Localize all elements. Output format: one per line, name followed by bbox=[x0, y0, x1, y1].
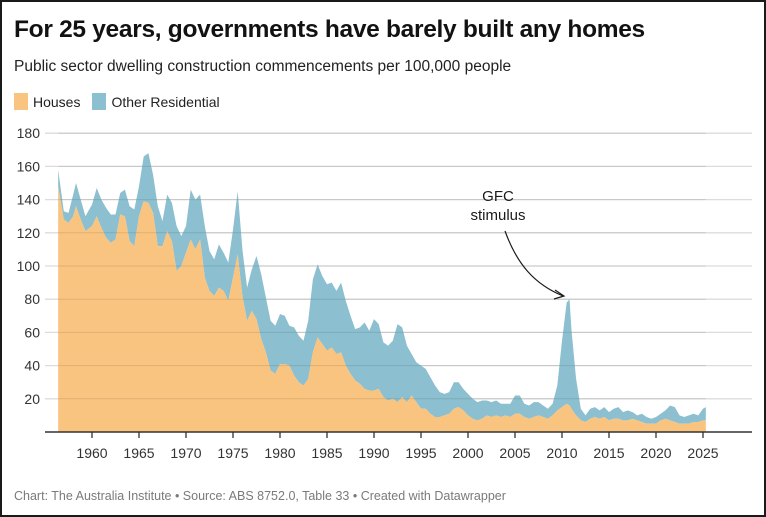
area-chart: 20 40 60 80 100 120 140 160 180 1960 1965 1970 1975 1… bbox=[17, 125, 752, 461]
y-tick-label: 140 bbox=[17, 192, 41, 208]
annotation-text-line2: stimulus bbox=[470, 207, 525, 224]
x-tick-label: 1960 bbox=[76, 445, 107, 461]
annotation-text-line1: GFC bbox=[482, 188, 514, 205]
x-tick-label: 2005 bbox=[499, 445, 530, 461]
chart-subtitle: Public sector dwelling construction comm… bbox=[14, 58, 512, 75]
legend: Houses Other Residential bbox=[14, 93, 224, 110]
x-tick-label: 2010 bbox=[546, 445, 577, 461]
y-tick-label: 100 bbox=[17, 258, 41, 274]
area-houses bbox=[58, 186, 706, 432]
legend-item-other-residential: Other Residential bbox=[92, 93, 220, 110]
legend-label-other-residential: Other Residential bbox=[111, 93, 220, 110]
x-tick-label: 2000 bbox=[452, 445, 483, 461]
legend-item-houses: Houses bbox=[14, 93, 80, 110]
annotation-arrow bbox=[504, 230, 564, 297]
legend-swatch-other-residential bbox=[92, 93, 107, 110]
y-tick-label: 80 bbox=[24, 291, 40, 307]
x-tick-label: 2015 bbox=[593, 445, 624, 461]
y-tick-label: 40 bbox=[24, 358, 40, 374]
x-tick-label: 1990 bbox=[358, 445, 389, 461]
x-tick-label: 1975 bbox=[217, 445, 248, 461]
chart-title: For 25 years, governments have barely bu… bbox=[14, 16, 645, 43]
x-tick-label: 2025 bbox=[687, 445, 718, 461]
legend-label-houses: Houses bbox=[33, 93, 81, 110]
y-tick-label: 20 bbox=[24, 391, 40, 407]
x-tick-label: 1995 bbox=[405, 445, 436, 461]
y-tick-label: 60 bbox=[24, 324, 40, 340]
area-other-residential bbox=[58, 153, 706, 424]
legend-swatch-houses bbox=[14, 93, 28, 110]
y-tick-label: 120 bbox=[17, 225, 41, 241]
x-tick-label: 1970 bbox=[170, 445, 201, 461]
x-tick-label: 1985 bbox=[311, 445, 342, 461]
y-tick-label: 160 bbox=[17, 158, 41, 174]
y-tick-label: 180 bbox=[17, 125, 41, 141]
x-tick-label: 1965 bbox=[123, 445, 154, 461]
x-tick-label: 2020 bbox=[640, 445, 671, 461]
x-tick-label: 1980 bbox=[264, 445, 295, 461]
annotation-arrowhead bbox=[553, 289, 566, 300]
chart-footer: Chart: The Australia Institute • Source:… bbox=[14, 489, 506, 503]
